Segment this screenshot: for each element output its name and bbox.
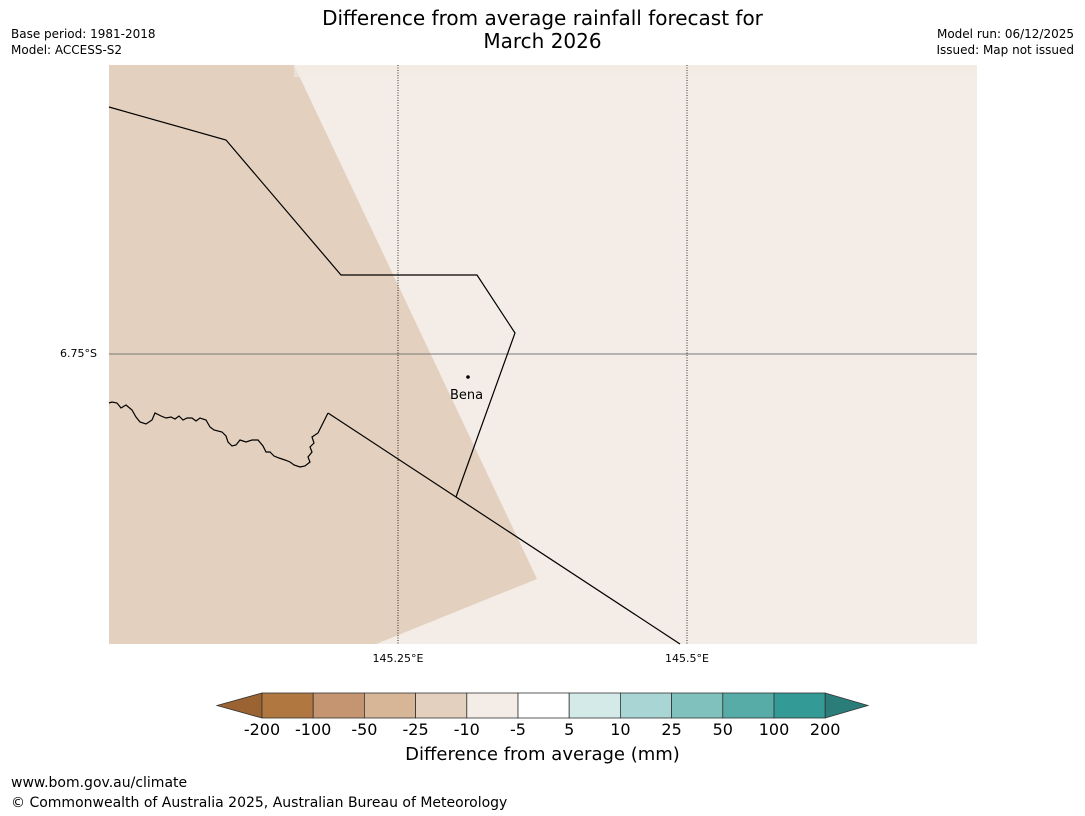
legend-segments <box>215 692 870 719</box>
meta-left: Base period: 1981-2018 Model: ACCESS-S2 <box>11 26 156 58</box>
map-top-strip <box>294 65 977 77</box>
legend-arrow-right <box>824 692 870 719</box>
longitude-label-2: 145.5°E <box>665 652 709 665</box>
legend-swatch <box>363 692 416 719</box>
legend-swatch <box>415 692 468 719</box>
legend-swatch <box>568 692 621 719</box>
title-line-1: Difference from average rainfall forecas… <box>322 6 763 30</box>
legend-swatch <box>773 692 826 719</box>
legend-title: Difference from average (mm) <box>405 744 680 765</box>
legend-tick-label: 100 <box>758 720 790 739</box>
legend-tick-label: -200 <box>243 720 281 739</box>
base-period: Base period: 1981-2018 <box>11 27 156 41</box>
legend-tick-label: -50 <box>351 720 378 739</box>
footer-url[interactable]: www.bom.gov.au/climate <box>11 775 188 791</box>
meta-right: Model run: 06/12/2025 Issued: Map not is… <box>936 26 1074 58</box>
latitude-label: 6.75°S <box>60 347 97 360</box>
district-boundary-south <box>327 412 681 645</box>
longitude-label-1: 145.25°E <box>372 652 424 665</box>
issued-status: Issued: Map not issued <box>936 43 1074 57</box>
legend-swatch <box>517 692 570 719</box>
legend-tick-label: 200 <box>809 720 841 739</box>
town-marker-bena[interactable] <box>466 375 470 379</box>
map-title: Difference from average rainfall forecas… <box>250 7 835 53</box>
province-boundary-wiggly <box>108 401 329 468</box>
legend-tick-label: 25 <box>661 720 682 739</box>
legend-tick-label: -25 <box>402 720 429 739</box>
legend-tick-label: 5 <box>564 720 575 739</box>
legend-swatch <box>722 692 775 719</box>
legend-tick-label: 10 <box>610 720 631 739</box>
legend-tick-label: -10 <box>453 720 480 739</box>
legend-swatch <box>671 692 724 719</box>
title-line-2: March 2026 <box>483 29 602 53</box>
district-boundary-north <box>108 106 516 498</box>
footer-copyright: © Commonwealth of Australia 2025, Austra… <box>11 795 508 811</box>
legend-swatch <box>620 692 673 719</box>
map-canvas[interactable] <box>0 0 1085 680</box>
legend-tick-label: 50 <box>712 720 733 739</box>
legend-swatch <box>312 692 365 719</box>
model-run: Model run: 06/12/2025 <box>936 27 1074 41</box>
legend-tick-label: -100 <box>295 720 332 739</box>
legend-arrow-left <box>215 692 263 719</box>
place-label-bena: Bena <box>450 388 484 403</box>
model-name: Model: ACCESS-S2 <box>11 43 123 57</box>
legend-swatch <box>466 692 519 719</box>
legend-colorbar <box>215 692 870 719</box>
legend-swatch <box>261 692 314 719</box>
legend-tick-label: -5 <box>510 720 526 739</box>
